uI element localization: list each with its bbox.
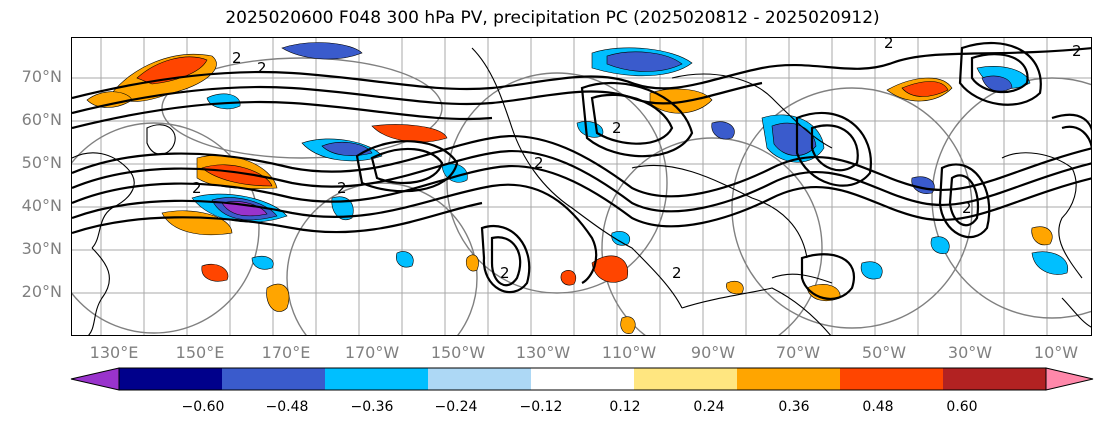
map-canvas: 2 2 2 2 2 2 2 2 2 2 2	[72, 38, 1091, 335]
lon-tick-label: 170°W	[344, 343, 400, 362]
lat-tick-label: 30°N	[21, 239, 62, 258]
colorbar-segment	[428, 368, 531, 390]
lon-tick-label: 170°E	[261, 343, 311, 362]
colorbar-tick-label: −0.60	[181, 399, 225, 415]
colorbar-tick-label: 0.48	[862, 399, 894, 415]
colorbar-extend-max	[1045, 367, 1094, 391]
map-panel: 2 2 2 2 2 2 2 2 2 2 2	[71, 37, 1092, 336]
colorbar-tick-label: 0.36	[778, 399, 810, 415]
lon-tick-label: 30°W	[947, 343, 993, 362]
colorbar-segment	[634, 368, 737, 390]
contour-label: 2	[257, 59, 267, 77]
lon-tick-label: 130°E	[89, 343, 139, 362]
lon-tick-label: 50°W	[861, 343, 907, 362]
colorbar-segment	[943, 368, 1046, 390]
contour-label: 2	[534, 154, 544, 172]
contour-label: 2	[500, 264, 510, 282]
lat-tick-label: 50°N	[21, 153, 62, 172]
colorbar-segment	[325, 368, 428, 390]
colorbar-extend-min	[70, 367, 120, 391]
lon-tick-label: 90°W	[690, 343, 736, 362]
map-title: 2025020600 F048 300 hPa PV, precipitatio…	[225, 8, 880, 28]
contour-label: 2	[232, 49, 242, 67]
colorbar-tick-label: −0.36	[350, 399, 394, 415]
contour-label: 2	[1072, 42, 1082, 60]
colorbar-tick-label: 0.60	[946, 399, 978, 415]
contour-label: 2	[672, 264, 682, 282]
colorbar	[70, 367, 1094, 391]
contour-label: 2	[192, 179, 202, 197]
lon-tick-label: 10°W	[1033, 343, 1079, 362]
lon-tick-label: 110°W	[601, 343, 657, 362]
colorbar-segment	[222, 368, 325, 390]
colorbar-tick-label: 0.24	[693, 399, 725, 415]
precip-positive-anomalies	[86, 53, 1053, 334]
colorbar-segment	[119, 368, 222, 390]
lon-tick-label: 70°W	[775, 343, 821, 362]
range-rings	[72, 57, 1091, 335]
lat-tick-label: 20°N	[21, 282, 62, 301]
contour-label: 2	[884, 38, 894, 52]
contour-label: 2	[612, 119, 622, 137]
colorbar-segment	[840, 368, 943, 390]
contour-labels: 2 2 2 2 2 2 2 2 2 2 2	[192, 38, 1082, 282]
colorbar-border	[118, 367, 1047, 391]
colorbar-tick-label: −0.12	[519, 399, 563, 415]
contour-label: 2	[962, 199, 972, 217]
colorbar-tick-label: −0.48	[265, 399, 309, 415]
lon-tick-label: 150°W	[430, 343, 486, 362]
colorbar-segment	[737, 368, 840, 390]
colorbar-tick-label: 0.12	[609, 399, 641, 415]
lat-tick-label: 60°N	[21, 110, 62, 129]
colorbar-segment	[531, 368, 634, 390]
pv-contours	[72, 41, 1091, 300]
lon-tick-label: 130°W	[515, 343, 571, 362]
lat-tick-label: 40°N	[21, 196, 62, 215]
lat-tick-label: 70°N	[21, 67, 62, 86]
contour-label: 2	[337, 179, 347, 197]
colorbar-tick-label: −0.24	[434, 399, 478, 415]
precip-negative-anomalies	[191, 42, 1069, 280]
lon-tick-label: 150°E	[175, 343, 225, 362]
